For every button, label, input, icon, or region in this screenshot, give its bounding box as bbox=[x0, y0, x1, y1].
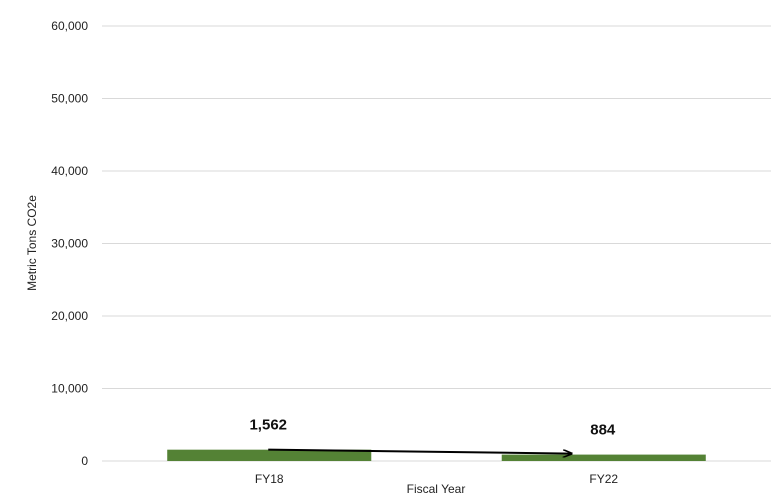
x-tick-label: FY22 bbox=[589, 472, 618, 486]
y-tick-label: 60,000 bbox=[51, 19, 88, 33]
gridlines bbox=[102, 25, 771, 462]
y-axis-title: Metric Tons CO2e bbox=[25, 195, 39, 291]
x-axis-title: Fiscal Year bbox=[407, 482, 466, 496]
data-label: 884 bbox=[590, 422, 616, 439]
x-axis-ticks: FY18 FY22 bbox=[255, 472, 619, 486]
bar-fy22 bbox=[501, 454, 706, 461]
y-axis-ticks: 0 10,000 20,000 30,000 40,000 50,000 60,000 bbox=[51, 19, 88, 468]
y-tick-label: 0 bbox=[81, 454, 88, 468]
y-tick-label: 10,000 bbox=[51, 382, 88, 396]
x-tick-label: FY18 bbox=[255, 472, 284, 486]
data-label: 1,562 bbox=[249, 417, 287, 434]
y-tick-label: 40,000 bbox=[51, 164, 88, 178]
y-tick-label: 20,000 bbox=[51, 309, 88, 323]
bars bbox=[167, 449, 706, 461]
data-labels: 1,562 884 bbox=[249, 417, 615, 439]
y-tick-label: 50,000 bbox=[51, 92, 88, 106]
y-tick-label: 30,000 bbox=[51, 237, 88, 251]
bar-fy18 bbox=[167, 449, 372, 461]
trend-arrow bbox=[268, 448, 572, 454]
